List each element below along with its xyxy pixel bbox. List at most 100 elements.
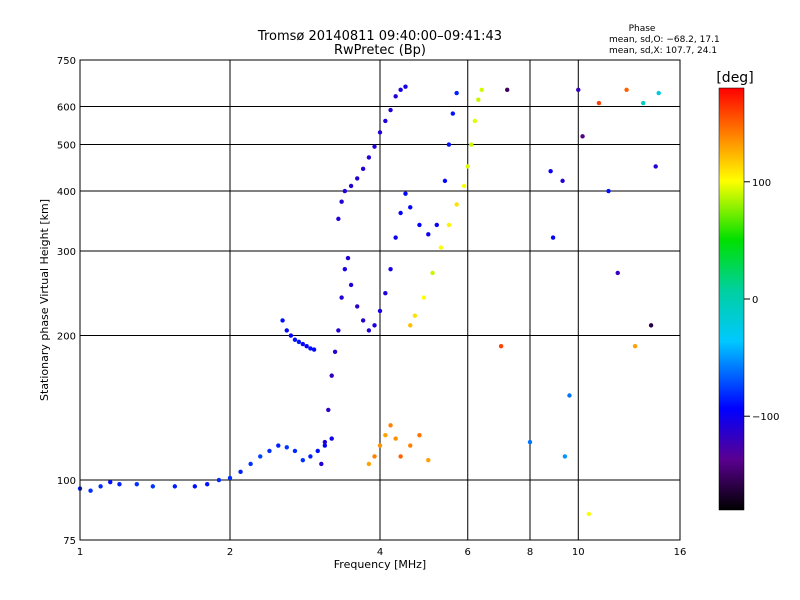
data-point [641, 100, 646, 106]
data-point [426, 457, 431, 463]
data-point [372, 144, 377, 149]
data-point [434, 222, 439, 228]
data-point [329, 373, 334, 378]
x-tick-label: 6 [465, 547, 471, 558]
data-point [476, 97, 481, 102]
data-point [465, 164, 470, 169]
data-point [339, 199, 344, 204]
data-point [204, 482, 210, 487]
data-point [311, 347, 317, 352]
data-point [308, 454, 313, 459]
data-point [454, 202, 459, 207]
data-point [398, 210, 403, 216]
data-point [117, 482, 122, 487]
data-point [134, 482, 139, 487]
data-point [403, 84, 408, 89]
data-point [308, 346, 313, 351]
data-point [421, 295, 427, 300]
data-point [267, 448, 272, 454]
data-point [606, 188, 611, 194]
data-point [648, 323, 654, 328]
data-point [329, 436, 334, 441]
data-point [417, 432, 422, 438]
data-point [653, 164, 658, 169]
data-point [383, 291, 388, 296]
data-point [527, 439, 533, 445]
data-point [426, 232, 431, 237]
data-point [398, 87, 403, 93]
data-point [372, 323, 377, 328]
data-point [624, 87, 629, 93]
y-tick-label: 300 [57, 247, 76, 258]
data-point [300, 341, 306, 347]
y-tick-label: 750 [57, 56, 76, 67]
data-point [398, 454, 403, 459]
x-tick-label: 1 [77, 547, 83, 558]
data-point [304, 344, 309, 349]
data-point [216, 477, 222, 483]
data-point [408, 323, 413, 328]
colorbar-label: [deg] [716, 70, 753, 86]
data-point [412, 313, 418, 318]
data-point [98, 484, 103, 489]
data-point [366, 155, 372, 160]
data-point [498, 344, 504, 349]
data-point [632, 344, 638, 349]
data-point [88, 488, 93, 493]
colorbar [718, 87, 745, 511]
grid-lines [80, 60, 680, 540]
data-point [403, 191, 408, 196]
x-tick-label: 8 [527, 547, 533, 558]
data-point [319, 461, 324, 467]
x-tick-label: 10 [572, 547, 585, 558]
data-point [360, 318, 366, 323]
y-axis-label: Stationary phase Virtual Height [km] [38, 199, 51, 401]
data-point [372, 454, 377, 459]
y-tick-label: 75 [63, 536, 76, 547]
data-point [377, 443, 383, 448]
x-tick-label: 16 [674, 547, 687, 558]
data-point [339, 295, 344, 300]
data-point [276, 443, 281, 448]
data-point [596, 100, 602, 106]
data-point [192, 484, 198, 489]
data-point [284, 328, 289, 333]
data-point [430, 270, 435, 276]
stats-header: Phase [629, 24, 656, 34]
data-point [504, 87, 510, 93]
data-point [280, 318, 285, 323]
data-point [326, 407, 331, 413]
data-point [454, 90, 459, 96]
axis-ticks: 1 2 4 6 8 10 16 75 100 200 300 400 500 600 750 [57, 56, 686, 558]
data-point [562, 454, 568, 459]
data-point [288, 333, 294, 338]
data-point [442, 178, 448, 184]
data-point [393, 436, 398, 441]
colorbar-ticks: 100 0 −100 [744, 178, 779, 423]
data-point [417, 222, 422, 228]
data-point [472, 118, 478, 124]
data-point [322, 439, 328, 445]
data-point [227, 475, 233, 481]
data-point [336, 216, 341, 222]
data-point [586, 511, 592, 517]
chart-title: Tromsø 20140811 09:40:00–09:41:43 [257, 29, 502, 44]
data-point [461, 183, 467, 189]
y-tick-label: 600 [57, 103, 76, 114]
data-point [348, 282, 354, 288]
data-point [469, 142, 474, 147]
data-point [336, 328, 341, 333]
data-point [388, 423, 393, 428]
data-point [393, 235, 398, 240]
y-tick-label: 200 [57, 332, 76, 343]
data-point [479, 87, 484, 93]
data-point [388, 107, 393, 113]
colorbar-tick-label: −100 [752, 412, 779, 423]
data-points [77, 84, 661, 517]
y-tick-label: 100 [57, 476, 76, 487]
data-point [332, 349, 338, 354]
data-point [656, 90, 661, 96]
data-point [446, 142, 452, 147]
data-point [258, 454, 263, 459]
